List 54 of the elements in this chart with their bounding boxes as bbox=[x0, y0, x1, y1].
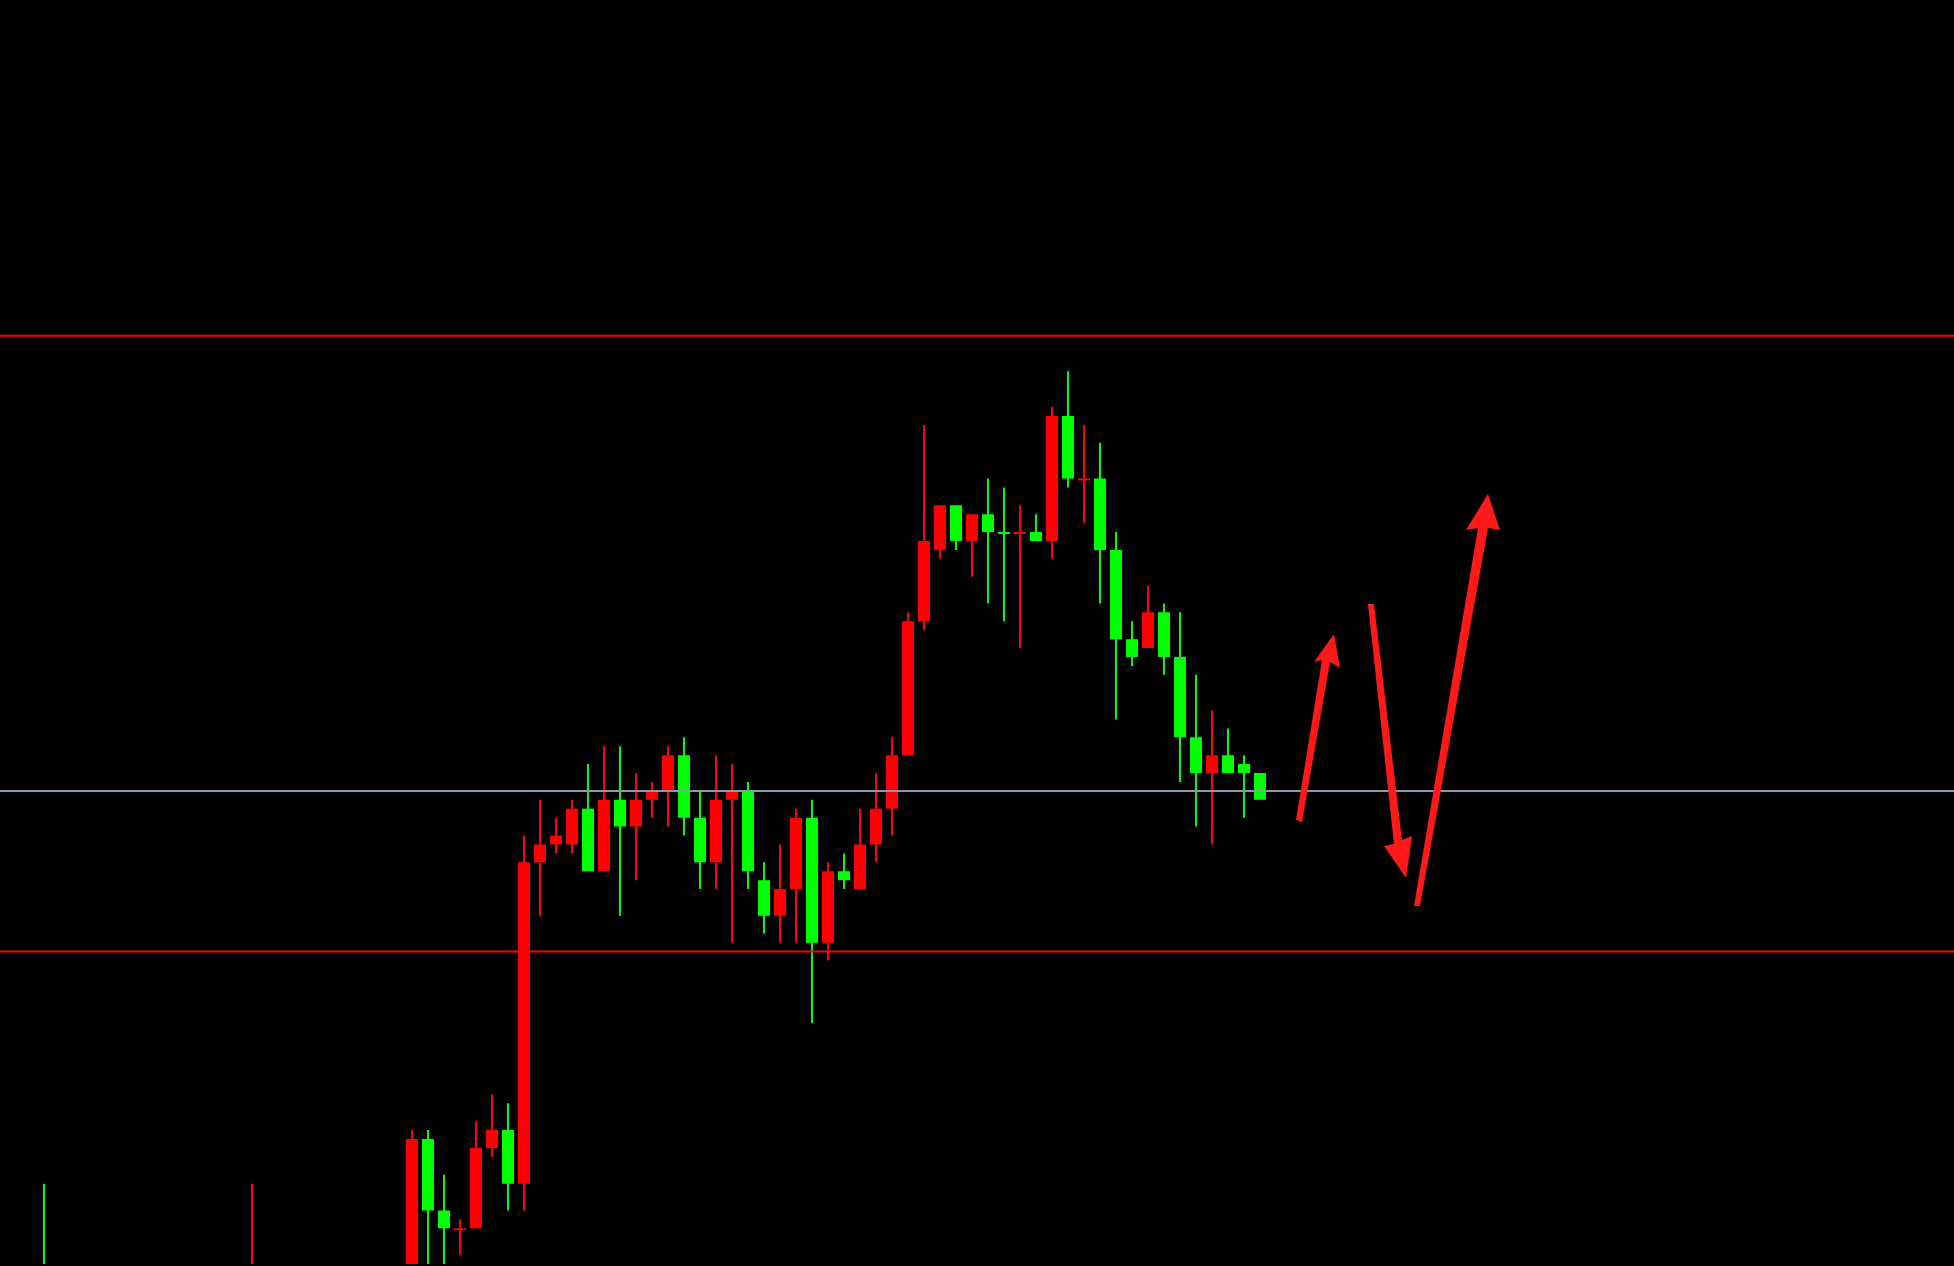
candlestick bbox=[1142, 585, 1154, 649]
candlestick bbox=[950, 505, 962, 550]
candlestick bbox=[710, 755, 722, 890]
candlestick bbox=[1078, 424, 1090, 524]
candlestick bbox=[38, 1183, 50, 1264]
candlestick bbox=[1030, 514, 1042, 541]
candlestick bbox=[1014, 505, 1026, 649]
candlestick bbox=[854, 808, 866, 890]
candlestick bbox=[614, 746, 626, 916]
candlestick bbox=[790, 808, 802, 943]
candlestick bbox=[998, 487, 1010, 622]
candlestick bbox=[1094, 442, 1106, 604]
candlestick bbox=[806, 799, 818, 1023]
candlestick bbox=[438, 1174, 450, 1264]
candlestick bbox=[838, 853, 850, 890]
candlestick bbox=[1126, 621, 1138, 666]
candlestick bbox=[1174, 612, 1186, 782]
candlestick bbox=[534, 799, 546, 916]
candlestick bbox=[1254, 773, 1266, 800]
candlestick bbox=[582, 764, 594, 872]
candlestick bbox=[630, 773, 642, 881]
candlestick bbox=[662, 746, 674, 827]
candlestick bbox=[454, 1219, 466, 1256]
candlestick bbox=[1110, 532, 1122, 720]
candlestick bbox=[694, 790, 706, 890]
candlestick bbox=[1222, 728, 1234, 774]
candlestick bbox=[550, 817, 562, 854]
candlestick bbox=[486, 1094, 498, 1157]
candlestick bbox=[646, 781, 658, 818]
candlestick bbox=[1190, 674, 1202, 827]
candlestick bbox=[1238, 755, 1250, 818]
candlestick bbox=[502, 1103, 514, 1211]
candlestick bbox=[742, 781, 754, 890]
candlestick bbox=[406, 1130, 418, 1264]
candlestick bbox=[774, 844, 786, 943]
candlestick bbox=[758, 862, 770, 934]
candlestick bbox=[966, 514, 978, 577]
candlestick bbox=[1158, 603, 1170, 675]
candlestick bbox=[870, 773, 882, 863]
candlestick bbox=[982, 478, 994, 604]
candlestick bbox=[1046, 407, 1058, 559]
candlestick bbox=[598, 746, 610, 872]
candlestick bbox=[726, 764, 738, 943]
candlestick bbox=[918, 424, 930, 631]
candlestick bbox=[886, 737, 898, 836]
candlestick bbox=[246, 1183, 258, 1264]
candlestick bbox=[678, 737, 690, 836]
candlestick bbox=[1062, 371, 1074, 488]
candlestick bbox=[1206, 710, 1218, 845]
candlestick bbox=[902, 612, 914, 756]
candlestick bbox=[934, 505, 946, 559]
candlestick bbox=[422, 1130, 434, 1264]
candlestick bbox=[566, 799, 578, 854]
candlestick bbox=[470, 1121, 482, 1229]
